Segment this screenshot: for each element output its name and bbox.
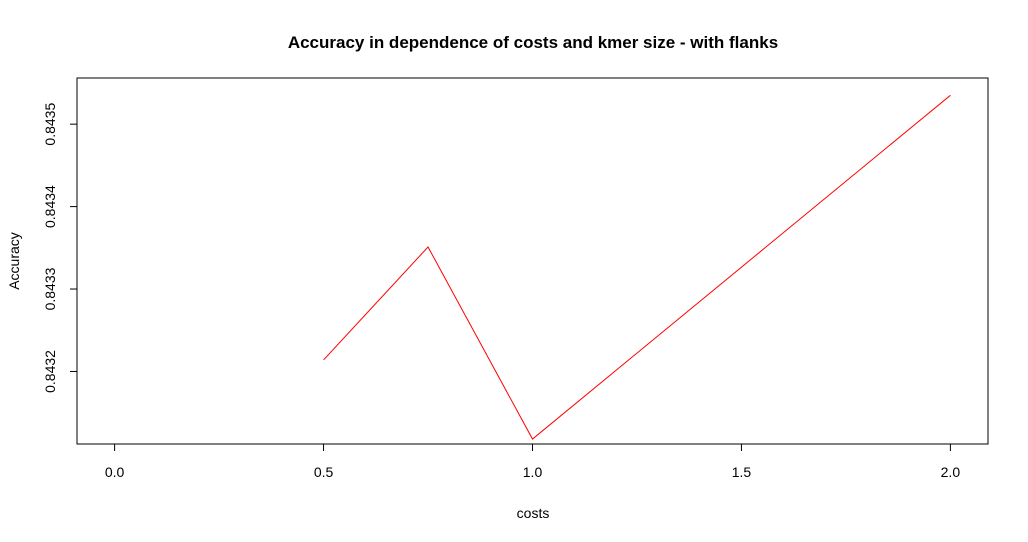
x-axis-label: costs bbox=[517, 505, 550, 521]
series-layer bbox=[323, 94, 951, 440]
x-axis: 0.0 0.5 1.0 1.5 2.0 bbox=[105, 443, 961, 480]
x-tick-label: 0.0 bbox=[105, 464, 125, 480]
x-tick-label: 1.5 bbox=[732, 464, 752, 480]
y-axis: 0.8432 0.8433 0.8434 0.8435 bbox=[42, 103, 78, 393]
y-tick-label: 0.8433 bbox=[42, 267, 58, 310]
series-line bbox=[323, 94, 951, 440]
y-tick-label: 0.8432 bbox=[42, 350, 58, 393]
x-tick-label: 2.0 bbox=[941, 464, 961, 480]
x-tick-label: 0.5 bbox=[314, 464, 334, 480]
x-tick-label: 1.0 bbox=[523, 464, 543, 480]
y-axis-label: Accuracy bbox=[6, 232, 22, 290]
chart-title: Accuracy in dependence of costs and kmer… bbox=[288, 33, 778, 52]
y-tick-label: 0.8435 bbox=[42, 103, 58, 146]
plot-frame bbox=[76, 77, 989, 445]
y-tick-label: 0.8434 bbox=[42, 185, 58, 228]
